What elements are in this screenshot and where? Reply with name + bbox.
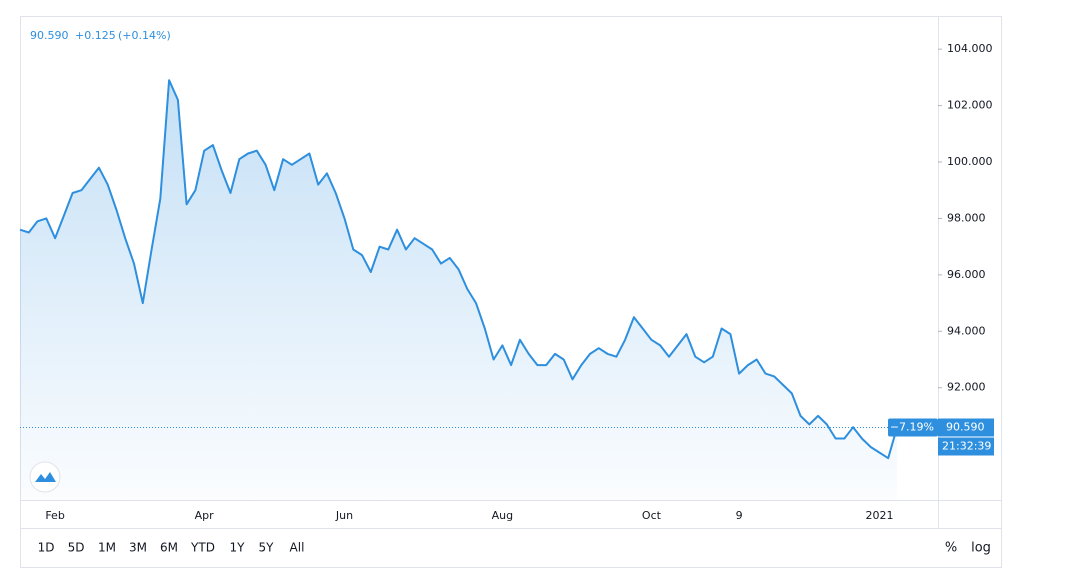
logo [29, 461, 61, 493]
header-change: +0.125 [75, 29, 116, 42]
y-tick-label: 92.000 [947, 381, 986, 394]
scale-button[interactable]: log [971, 541, 991, 556]
time-badge [938, 437, 994, 456]
y-tick-label: 102.000 [947, 99, 993, 112]
time-badge-text: 21:32:39 [942, 439, 991, 452]
y-tick-label: 104.000 [947, 42, 993, 55]
y-tick-label: 98.000 [947, 211, 986, 224]
change-badge [888, 418, 938, 437]
x-tick-label: Jun [335, 509, 353, 522]
x-tick-label: 2021 [865, 509, 893, 522]
range-button[interactable]: 1D [38, 541, 55, 555]
change-badge-text: −7.19% [890, 420, 934, 433]
x-tick-label: Aug [492, 509, 513, 522]
price-line [19, 79, 898, 460]
range-button[interactable]: 3M [129, 541, 147, 555]
header-change-pct: (+0.14%) [118, 29, 171, 42]
range-button[interactable]: All [290, 541, 305, 555]
x-tick-label: Apr [195, 509, 215, 522]
scale-button[interactable]: % [945, 541, 957, 556]
x-tick-label: Oct [642, 509, 662, 522]
range-button[interactable]: 1Y [230, 541, 246, 555]
range-button[interactable]: YTD [190, 541, 215, 555]
y-tick-label: 94.000 [947, 324, 986, 337]
x-tick-label: 9 [736, 509, 743, 522]
y-tick-label: 96.000 [947, 268, 986, 281]
x-tick-label: Feb [45, 509, 64, 522]
range-button[interactable]: 6M [160, 541, 178, 555]
range-button[interactable]: 5Y [259, 541, 275, 555]
area-fill [20, 80, 897, 500]
price-badge-text: 90.590 [946, 420, 985, 433]
range-button[interactable]: 5D [68, 541, 85, 555]
header-price: 90.590 [30, 29, 69, 42]
y-tick-label: 100.000 [947, 155, 993, 168]
price-badge [938, 418, 994, 437]
range-button[interactable]: 1M [98, 541, 116, 555]
